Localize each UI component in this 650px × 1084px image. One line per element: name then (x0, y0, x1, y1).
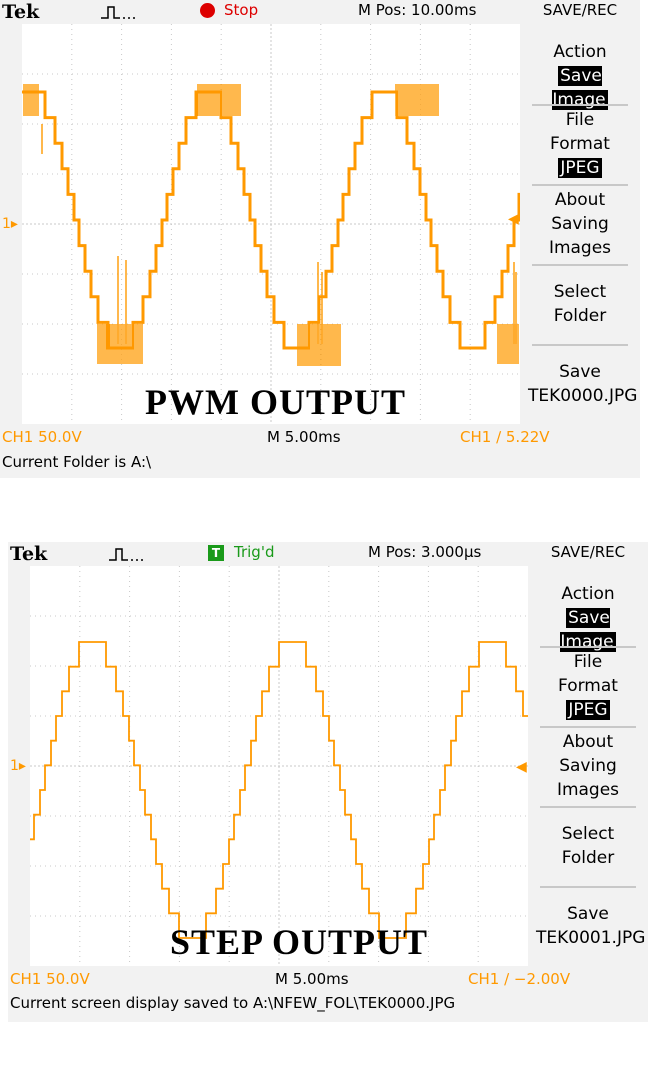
run-status: Trig'd (234, 543, 275, 561)
menu-about-line-1: About (562, 732, 614, 752)
brand-logo: Tek (10, 543, 48, 565)
menu-divider (532, 104, 628, 106)
channel-scale: CH1 50.0V (10, 970, 90, 988)
pwm-waveform (22, 90, 520, 350)
menu-title: SAVE/REC (542, 1, 618, 19)
menu-about-line-1: About (554, 190, 606, 210)
status-message: Current Folder is A:\ (2, 453, 152, 471)
graticule (22, 24, 520, 424)
menu-format-label: File (565, 110, 595, 130)
menu-about-line-2: Saving (551, 214, 609, 234)
menu-divider (540, 886, 636, 888)
square-pulse-icon (109, 548, 143, 561)
oscilloscope-screenshot-step: Tek T Trig'd M Pos: 3.000μs SAVE/REC 1▸ … (8, 542, 648, 1022)
menu-select-line-2: Folder (561, 848, 615, 868)
menu-format-value: JPEG (566, 700, 610, 720)
menu-save[interactable]: Save TEK0001.JPG (536, 902, 645, 950)
menu-action[interactable]: Action Save Image (536, 582, 640, 654)
menu-about-line-3: Images (556, 780, 620, 800)
menu-select-folder[interactable]: Select Folder (528, 280, 632, 328)
pwm-switching-noise (23, 84, 519, 366)
menu-title: SAVE/REC (550, 543, 626, 561)
menu-action-label: Action (561, 584, 615, 604)
menu-save-label: Save (559, 362, 601, 382)
channel-ground-marker: 1▸ (10, 758, 26, 774)
menu-divider (532, 184, 628, 186)
menu-divider (532, 264, 628, 266)
timebase: M 5.00ms (275, 970, 349, 988)
menu-action-label: Action (553, 42, 607, 62)
waveform-display (30, 566, 528, 966)
menu-about-line-3: Images (548, 238, 612, 258)
waveform-display (22, 24, 520, 424)
trigger-info: CH1 ∕ −2.00V (468, 970, 571, 988)
menu-format-label-2: Format (558, 676, 618, 696)
oscilloscope-screenshot-pwm: Tek Stop M Pos: 10.00ms SAVE/REC 1▸ ◀ PW… (0, 0, 640, 478)
menu-divider (540, 646, 636, 648)
menu-divider (540, 806, 636, 808)
trigger-level-marker: ◀ (516, 759, 527, 775)
caption-label: STEP OUTPUT (170, 922, 429, 962)
channel-scale: CH1 50.0V (2, 428, 82, 446)
horizontal-position: M Pos: 3.000μs (368, 543, 482, 561)
trigger-status-badge: T (208, 545, 224, 561)
status-message: Current screen display saved to A:\NFEW_… (10, 994, 456, 1012)
stop-indicator-icon (200, 3, 215, 18)
menu-save-file: TEK0001.JPG (536, 928, 646, 948)
menu-divider (540, 726, 636, 728)
channel-ground-marker: 1▸ (2, 216, 18, 232)
menu-select-line-1: Select (553, 282, 607, 302)
menu-about-line-2: Saving (559, 756, 617, 776)
graticule (30, 566, 528, 966)
caption-label: PWM OUTPUT (145, 382, 406, 422)
menu-file-format[interactable]: File Format JPEG (536, 650, 640, 722)
menu-about-saving-images[interactable]: About Saving Images (536, 730, 640, 802)
menu-save-file: TEK0000.JPG (528, 386, 638, 406)
trigger-info: CH1 ∕ 5.22V (460, 428, 550, 446)
horizontal-position: M Pos: 10.00ms (358, 1, 477, 19)
menu-format-label: File (573, 652, 603, 672)
menu-select-line-1: Select (561, 824, 615, 844)
menu-format-label-2: Format (550, 134, 610, 154)
menu-divider (532, 344, 628, 346)
run-status: Stop (224, 1, 259, 19)
step-waveform (30, 641, 528, 939)
menu-about-saving-images[interactable]: About Saving Images (528, 188, 632, 260)
menu-save[interactable]: Save TEK0000.JPG (528, 360, 637, 408)
square-pulse-icon (101, 6, 135, 19)
menu-format-value: JPEG (558, 158, 602, 178)
menu-action[interactable]: Action Save Image (528, 40, 632, 112)
trigger-level-marker: ◀ (508, 211, 519, 227)
timebase: M 5.00ms (267, 428, 341, 446)
brand-logo: Tek (2, 1, 40, 23)
menu-select-line-2: Folder (553, 306, 607, 326)
menu-save-label: Save (567, 904, 609, 924)
menu-file-format[interactable]: File Format JPEG (528, 108, 632, 180)
menu-select-folder[interactable]: Select Folder (536, 822, 640, 870)
